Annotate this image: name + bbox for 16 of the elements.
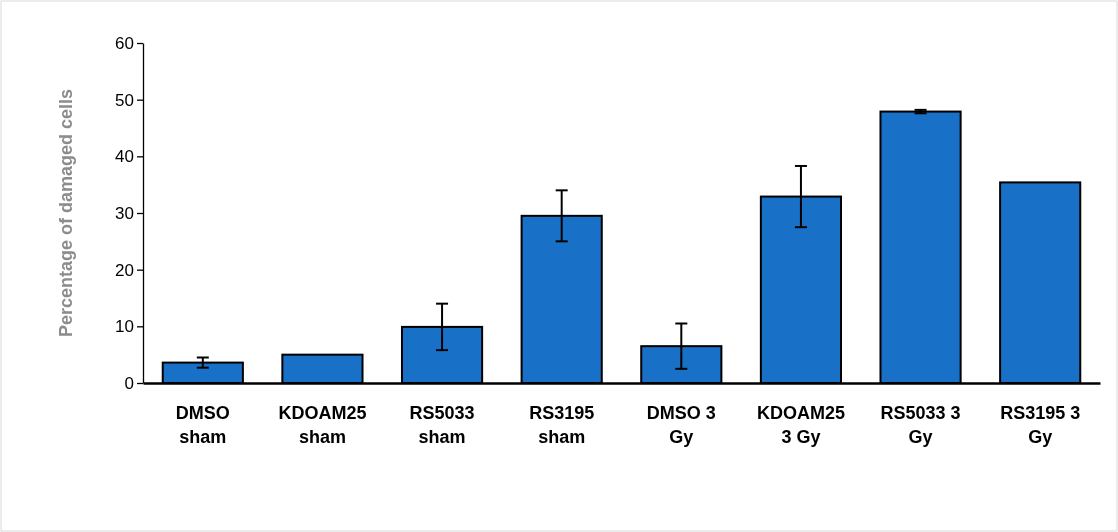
x-tick-label: RS3195 3 Gy xyxy=(1000,403,1081,447)
x-tick-label: DMSO 3 Gy xyxy=(646,403,716,447)
x-tick-label: RS5033 3 Gy xyxy=(880,403,961,447)
x-tick-label: KDOAM25 3 Gy xyxy=(756,403,845,447)
y-tick-label: 30 xyxy=(115,203,134,223)
x-tick-label: DMSO sham xyxy=(175,403,230,447)
y-tick-label: 10 xyxy=(115,317,134,337)
y-tick-label: 40 xyxy=(115,147,134,167)
x-tick-label: KDOAM25 sham xyxy=(278,403,367,447)
x-tick-label: RS3195 sham xyxy=(529,403,595,447)
y-axis-title: Percentage of damaged cells xyxy=(56,88,76,338)
y-tick-label: 60 xyxy=(115,33,134,53)
y-tick-label: 0 xyxy=(124,373,134,393)
y-tick-label: 20 xyxy=(115,260,134,280)
y-tick-label: 50 xyxy=(115,90,134,110)
x-tick-label: RS5033 sham xyxy=(409,403,475,447)
